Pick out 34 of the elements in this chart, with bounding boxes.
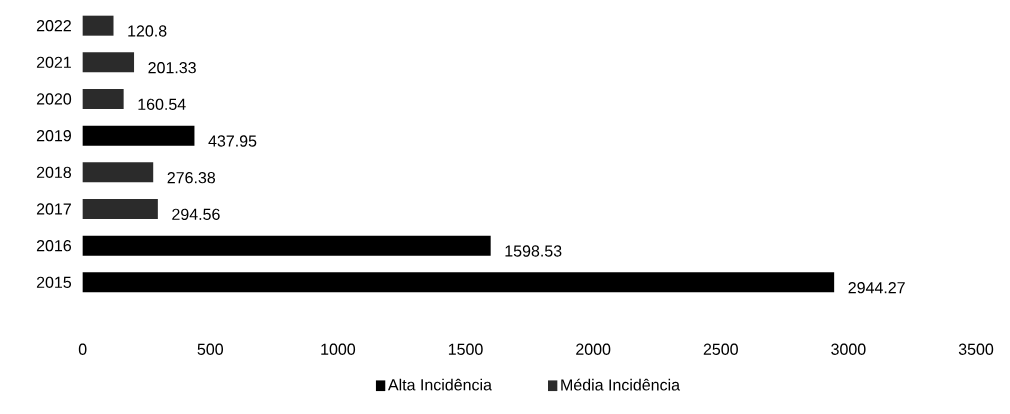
x-tick-label: 3000 [831, 343, 866, 355]
y-tick-label: 2022 [36, 20, 71, 32]
x-tick-label: 0 [78, 343, 87, 355]
bar [82, 272, 835, 293]
bar [82, 125, 195, 146]
bar [82, 15, 114, 36]
data-label: 160.54 [138, 98, 186, 110]
x-tick-label: 500 [197, 343, 224, 355]
y-tick-label: 2015 [36, 276, 72, 288]
y-tick-label: 2018 [36, 166, 72, 178]
x-tick-label: 1500 [448, 343, 483, 355]
x-tick-label: 1000 [321, 343, 356, 355]
legend-label: Alta Incidência [387, 378, 492, 391]
y-tick-label: 2016 [36, 240, 72, 252]
data-label: 201.33 [148, 62, 196, 74]
y-tick-label: 2019 [36, 130, 71, 142]
y-tick-label: 2020 [36, 93, 72, 105]
x-tick-label: 2000 [576, 343, 611, 355]
data-label: 294.56 [172, 208, 220, 220]
bar [82, 52, 135, 73]
legend-label: Média Incidência [561, 378, 681, 391]
data-label: 2944.27 [848, 282, 905, 294]
bar [82, 199, 158, 220]
bar [82, 162, 154, 183]
y-tick-label: 2017 [36, 203, 71, 215]
bar [82, 235, 491, 256]
data-label: 120.8 [128, 25, 167, 37]
y-tick-label: 2021 [36, 56, 71, 68]
x-tick-label: 3500 [958, 343, 994, 355]
x-tick-label: 2500 [703, 343, 738, 355]
data-label: 276.38 [167, 172, 216, 184]
data-label: 1598.53 [505, 245, 562, 257]
bar [82, 89, 124, 110]
data-label: 437.95 [208, 135, 257, 147]
